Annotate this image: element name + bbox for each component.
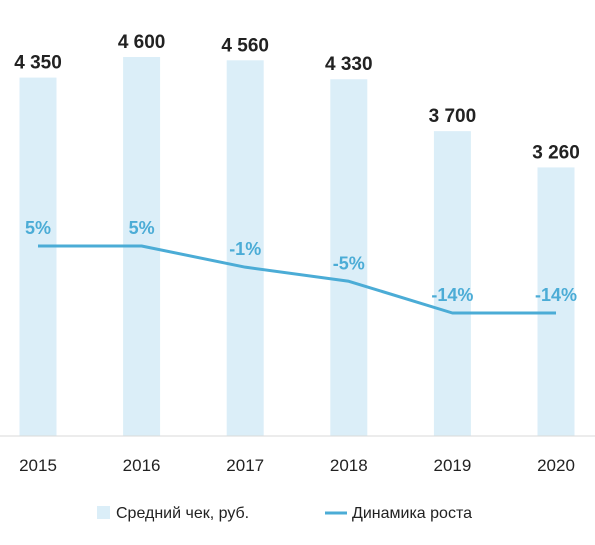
legend: Средний чек, руб. Динамика роста xyxy=(97,505,472,522)
x-tick-label-2017: 2017 xyxy=(226,456,264,475)
bars-layer xyxy=(19,57,575,437)
bar-value-label-2016: 4 600 xyxy=(118,32,166,53)
bar-2019 xyxy=(433,131,471,437)
legend-label-line: Динамика роста xyxy=(352,505,472,522)
ticks-layer: 2015 2016 2017 2018 2019 2020 xyxy=(19,456,575,475)
legend-swatch-bar xyxy=(97,506,110,519)
bar-value-label-2019: 3 700 xyxy=(429,106,477,127)
x-tick-label-2015: 2015 xyxy=(19,456,57,475)
bar-2018 xyxy=(330,79,368,436)
bar-2015 xyxy=(19,77,57,436)
legend-label-bar: Средний чек, руб. xyxy=(116,505,249,522)
bar-value-label-2015: 4 350 xyxy=(14,53,62,74)
bar-value-label-2020: 3 260 xyxy=(532,142,580,163)
x-tick-label-2018: 2018 xyxy=(330,456,368,475)
growth-label-2017: -1% xyxy=(229,239,261,259)
growth-label-2020: -14% xyxy=(535,285,577,305)
growth-label-2016: 5% xyxy=(129,218,155,238)
x-tick-label-2020: 2020 xyxy=(537,456,575,475)
bar-value-label-2018: 4 330 xyxy=(325,54,373,75)
bar-2017 xyxy=(226,60,264,436)
line-layer xyxy=(37,244,557,315)
bar-2020 xyxy=(537,167,575,436)
labels-layer: 4 350 4 600 4 560 4 330 3 700 3 260 5% 5% -1% -5%… xyxy=(14,32,580,305)
x-tick-label-2019: 2019 xyxy=(433,456,471,475)
bar-value-label-2017: 4 560 xyxy=(221,35,269,56)
growth-label-2019: -14% xyxy=(431,285,473,305)
x-tick-label-2016: 2016 xyxy=(123,456,161,475)
growth-line xyxy=(38,244,556,315)
growth-label-2015: 5% xyxy=(25,218,51,238)
growth-label-2018: -5% xyxy=(333,253,365,273)
